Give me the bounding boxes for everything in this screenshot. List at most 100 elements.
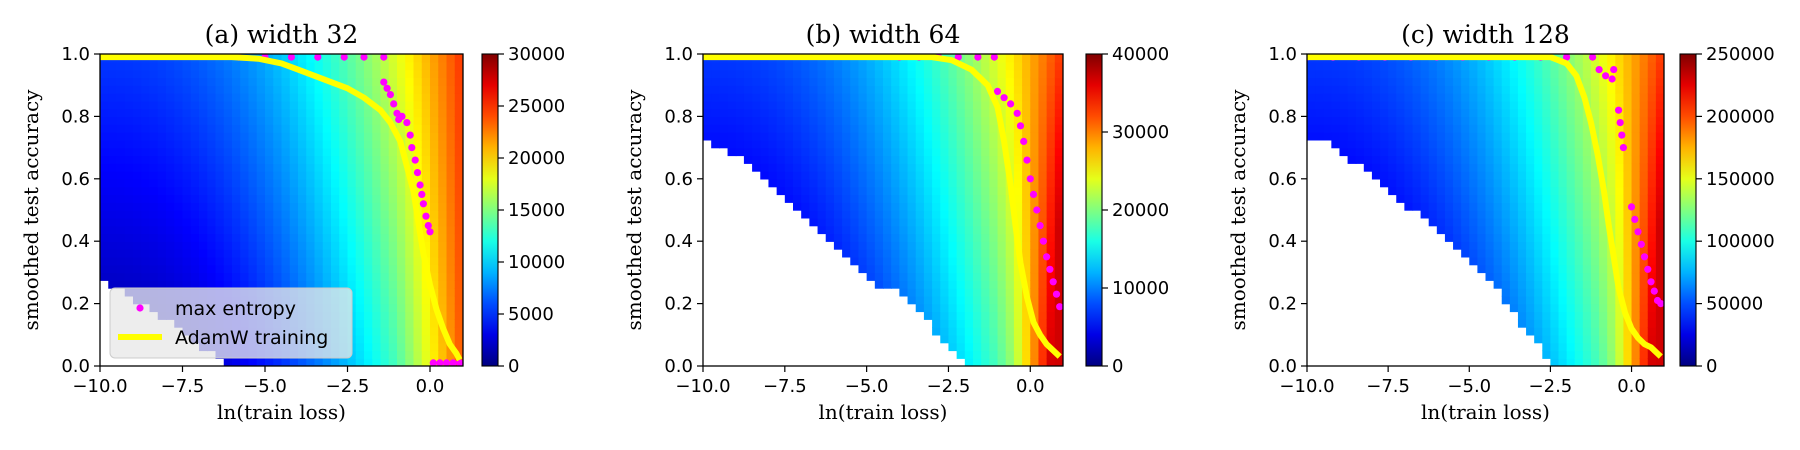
heatmap-cell <box>817 163 827 172</box>
heatmap-cell <box>347 54 357 63</box>
heatmap-cell <box>915 85 925 94</box>
heatmap-cell <box>1404 163 1414 172</box>
heatmap-cell <box>964 124 974 133</box>
x-tick-label: −7.5 <box>161 376 205 397</box>
heatmap-cell <box>256 280 266 289</box>
heatmap-cell <box>964 202 974 211</box>
heatmap-cell <box>1428 69 1438 79</box>
heatmap-cell <box>1469 93 1479 102</box>
heatmap-cell <box>883 93 892 102</box>
heatmap-cell <box>1355 69 1365 79</box>
heatmap-cell <box>149 202 159 211</box>
heatmap-cell <box>1461 233 1470 242</box>
heatmap-cell <box>430 233 439 242</box>
heatmap-cell <box>743 139 753 149</box>
max-entropy-point <box>314 54 322 61</box>
heatmap-cell <box>100 69 109 79</box>
heatmap-cell <box>1493 124 1503 133</box>
heatmap-cell <box>1485 264 1495 274</box>
heatmap-cell <box>322 93 332 102</box>
heatmap-cell <box>421 217 431 227</box>
heatmap-cell <box>1566 241 1576 250</box>
heatmap-cell <box>388 249 398 258</box>
heatmap-cell <box>331 280 340 289</box>
heatmap-cell <box>743 116 753 125</box>
heatmap-cell <box>1444 61 1454 71</box>
heatmap-cell <box>1647 155 1657 164</box>
heatmap-cell <box>793 139 802 149</box>
heatmap-cell <box>1461 249 1470 258</box>
heatmap-cell <box>405 327 415 336</box>
heatmap-cell <box>1590 249 1600 258</box>
heatmap-cell <box>1477 194 1487 203</box>
heatmap-cell <box>331 132 340 141</box>
heatmap-cell <box>108 171 118 180</box>
heatmap-cell <box>891 155 901 164</box>
heatmap-cell <box>932 69 941 79</box>
heatmap-cell <box>413 272 423 281</box>
heatmap-cell <box>1396 139 1406 149</box>
heatmap-cell <box>858 124 868 133</box>
heatmap-cell <box>281 280 291 289</box>
heatmap-cell <box>891 124 901 133</box>
heatmap-cell <box>1607 171 1617 180</box>
heatmap-cell <box>248 186 258 196</box>
heatmap-cell <box>306 358 316 366</box>
heatmap-cell <box>207 163 217 172</box>
heatmap-cell <box>1436 194 1446 203</box>
heatmap-cell <box>1647 147 1657 157</box>
heatmap-cell <box>1347 100 1357 110</box>
heatmap-cell <box>157 280 167 289</box>
heatmap-cell <box>355 295 365 305</box>
heatmap-cell <box>364 303 373 313</box>
heatmap-cell <box>166 69 175 79</box>
heatmap-cell <box>981 256 991 266</box>
heatmap-cell <box>825 171 835 180</box>
heatmap-cell <box>883 186 892 196</box>
heatmap-cell <box>1355 155 1365 164</box>
heatmap-cell <box>405 124 415 133</box>
heatmap-cell <box>1428 85 1438 94</box>
heatmap-cell <box>1590 350 1600 359</box>
heatmap-cell <box>1509 264 1519 274</box>
max-entropy-point <box>1013 109 1021 117</box>
heatmap-cell <box>1046 249 1056 258</box>
heatmap-cell <box>355 288 365 297</box>
heatmap-cell <box>1388 93 1397 102</box>
heatmap-cell <box>1380 69 1389 79</box>
heatmap-cell <box>1022 85 1031 94</box>
heatmap-cell <box>1582 61 1592 71</box>
heatmap-cell <box>289 124 299 133</box>
heatmap-cell <box>1485 100 1495 110</box>
heatmap-cell <box>1315 124 1324 133</box>
heatmap-cell <box>454 272 463 281</box>
heatmap-cell <box>372 69 382 79</box>
heatmap-cell <box>899 280 909 289</box>
heatmap-cell <box>314 249 324 258</box>
heatmap-cell <box>899 210 909 219</box>
heatmap-cell <box>1022 77 1031 86</box>
heatmap-cell <box>735 132 745 141</box>
heatmap-cell <box>397 69 406 79</box>
heatmap-cell <box>1323 77 1333 86</box>
heatmap-cell <box>364 202 373 211</box>
heatmap-cell <box>989 69 999 79</box>
heatmap-cell <box>108 194 118 203</box>
heatmap-cell <box>932 171 941 180</box>
heatmap-cell <box>1054 225 1063 235</box>
heatmap-cell <box>207 178 217 188</box>
heatmap-cell <box>314 202 324 211</box>
heatmap-cell <box>1363 147 1373 157</box>
heatmap-cell <box>1623 147 1633 157</box>
heatmap-cell <box>364 280 373 289</box>
heatmap-cell <box>388 342 398 352</box>
heatmap-cell <box>866 69 876 79</box>
heatmap-cell <box>108 186 118 196</box>
heatmap-cell <box>1615 69 1625 79</box>
heatmap-cell <box>372 288 382 297</box>
heatmap-cell <box>1436 108 1446 118</box>
heatmap-cell <box>891 272 901 281</box>
heatmap-cell <box>1396 69 1406 79</box>
max-entropy-point <box>1000 94 1008 102</box>
heatmap-cell <box>801 132 811 141</box>
